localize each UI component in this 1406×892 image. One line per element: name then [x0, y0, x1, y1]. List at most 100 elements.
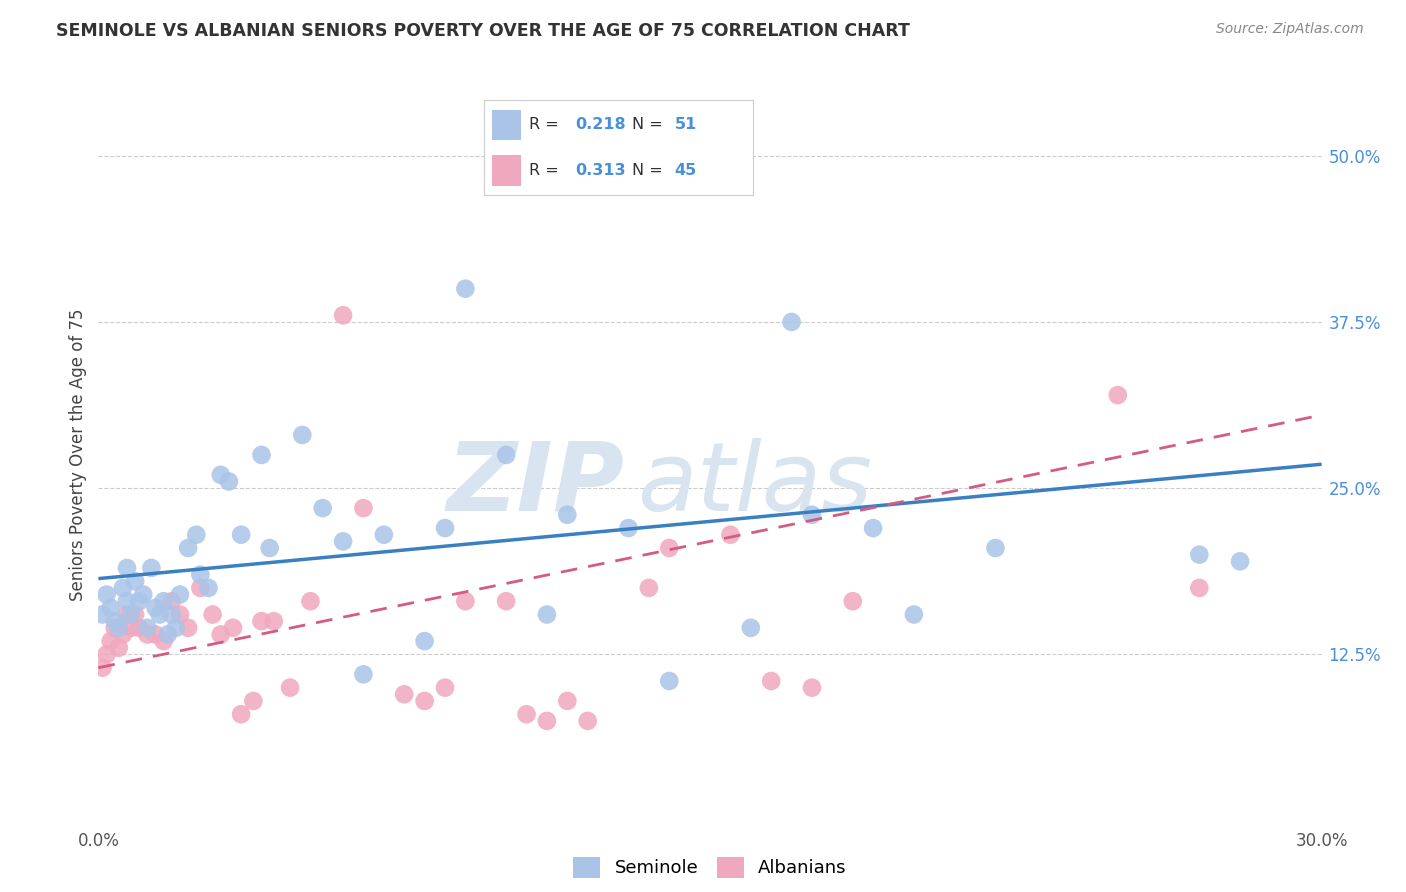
Point — [188, 581, 212, 595]
Point — [299, 594, 322, 608]
Point — [312, 501, 335, 516]
Point — [96, 588, 118, 602]
Point — [1107, 388, 1129, 402]
Text: ZIP: ZIP — [447, 438, 624, 531]
Point — [169, 588, 191, 602]
Point — [841, 594, 863, 608]
Point — [136, 627, 159, 641]
Point — [373, 527, 395, 541]
Point — [141, 561, 163, 575]
Point — [156, 627, 179, 641]
Point — [152, 634, 174, 648]
Point — [160, 594, 183, 608]
Point — [108, 621, 131, 635]
Point — [209, 627, 232, 641]
Point — [658, 541, 681, 555]
Point — [434, 521, 457, 535]
Point — [160, 607, 183, 622]
Point — [132, 588, 155, 602]
Point — [495, 448, 517, 462]
Point — [222, 621, 245, 635]
Point — [231, 707, 253, 722]
Point — [862, 521, 884, 535]
Point — [104, 621, 127, 635]
Point — [761, 673, 783, 688]
Point — [557, 508, 579, 522]
Point — [111, 581, 134, 595]
Point — [152, 594, 174, 608]
Point — [903, 607, 925, 622]
Point — [250, 614, 273, 628]
Point — [231, 527, 253, 541]
Point — [169, 607, 191, 622]
Point — [291, 428, 314, 442]
Point — [1229, 554, 1251, 568]
Point — [332, 308, 354, 322]
Point — [197, 581, 219, 595]
Point — [120, 607, 142, 622]
Point — [136, 621, 159, 635]
Point — [177, 541, 200, 555]
Point — [454, 594, 477, 608]
Point — [263, 614, 285, 628]
Point — [801, 681, 824, 695]
Legend: Seminole, Albanians: Seminole, Albanians — [567, 849, 853, 885]
Point — [1188, 581, 1211, 595]
Point — [218, 475, 240, 489]
Point — [557, 694, 579, 708]
Point — [278, 681, 301, 695]
Point — [145, 627, 167, 641]
Point — [740, 621, 762, 635]
Point — [434, 681, 457, 695]
Point — [115, 594, 138, 608]
Point — [617, 521, 640, 535]
Point — [242, 694, 264, 708]
Point — [413, 694, 436, 708]
Point — [658, 673, 681, 688]
Text: Source: ZipAtlas.com: Source: ZipAtlas.com — [1216, 22, 1364, 37]
Point — [352, 501, 374, 516]
Point — [536, 714, 558, 728]
Point — [100, 634, 122, 648]
Point — [516, 707, 538, 722]
Point — [115, 607, 138, 622]
Point — [128, 594, 150, 608]
Point — [780, 315, 803, 329]
Point — [124, 574, 146, 589]
Point — [188, 567, 212, 582]
Point — [392, 687, 416, 701]
Point — [104, 614, 127, 628]
Point — [177, 621, 200, 635]
Point — [413, 634, 436, 648]
Point — [259, 541, 281, 555]
Point — [720, 527, 742, 541]
Point — [149, 607, 172, 622]
Point — [332, 534, 354, 549]
Point — [250, 448, 273, 462]
Point — [186, 527, 208, 541]
Point — [111, 627, 134, 641]
Point — [96, 648, 118, 662]
Text: SEMINOLE VS ALBANIAN SENIORS POVERTY OVER THE AGE OF 75 CORRELATION CHART: SEMINOLE VS ALBANIAN SENIORS POVERTY OVE… — [56, 22, 910, 40]
Point — [108, 640, 131, 655]
Point — [984, 541, 1007, 555]
Point — [201, 607, 224, 622]
Point — [120, 621, 142, 635]
Point — [638, 581, 661, 595]
Point — [91, 661, 114, 675]
Point — [801, 508, 824, 522]
Point — [209, 467, 232, 482]
Point — [352, 667, 374, 681]
Point — [1188, 548, 1211, 562]
Point — [115, 561, 138, 575]
Point — [128, 621, 150, 635]
Point — [100, 600, 122, 615]
Point — [495, 594, 517, 608]
Point — [91, 607, 114, 622]
Y-axis label: Seniors Poverty Over the Age of 75: Seniors Poverty Over the Age of 75 — [69, 309, 87, 601]
Point — [536, 607, 558, 622]
Text: atlas: atlas — [637, 438, 872, 531]
Point — [576, 714, 599, 728]
Point — [165, 621, 187, 635]
Point — [124, 607, 146, 622]
